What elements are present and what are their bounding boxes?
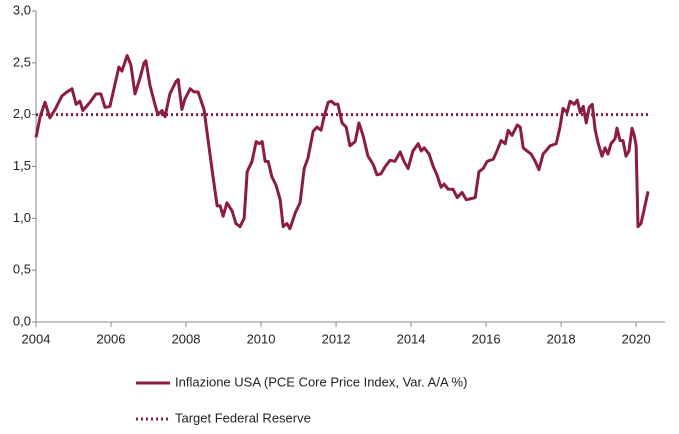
y-tick-label: 0,5 [13, 262, 31, 277]
legend-label: Inflazione USA (PCE Core Price Index, Va… [175, 374, 467, 389]
x-tick-label: 2012 [322, 331, 351, 346]
x-tick-label: 2016 [472, 331, 501, 346]
y-tick-label: 1,5 [13, 158, 31, 173]
x-tick-label: 2010 [247, 331, 276, 346]
series-line [34, 54, 650, 231]
x-tick-label: 2018 [547, 331, 576, 346]
x-tick-label: 2014 [397, 331, 426, 346]
legend-label: Target Federal Reserve [175, 410, 311, 425]
y-tick-label: 3,0 [13, 2, 31, 17]
y-tick-label: 1,0 [13, 210, 31, 225]
y-tick-label: 2,0 [13, 106, 31, 121]
y-tick-label: 2,5 [13, 54, 31, 69]
x-tick-label: 2008 [172, 331, 201, 346]
y-tick-label: 0,0 [13, 313, 31, 328]
x-tick-label: 2006 [97, 331, 126, 346]
x-tick-label: 2020 [622, 331, 651, 346]
x-tick-label: 2004 [22, 331, 51, 346]
